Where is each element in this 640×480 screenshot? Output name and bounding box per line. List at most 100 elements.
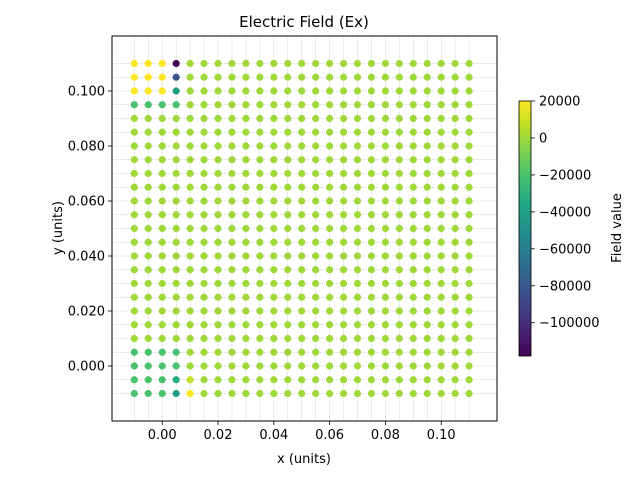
data-point — [256, 142, 264, 150]
data-point — [144, 279, 152, 288]
data-point — [451, 376, 459, 384]
data-point — [339, 389, 348, 398]
colorbar — [518, 100, 532, 357]
data-point — [186, 389, 194, 398]
data-point — [228, 114, 236, 123]
data-point — [214, 156, 222, 164]
data-point — [409, 376, 417, 384]
data-point — [437, 279, 445, 288]
data-point — [312, 114, 320, 123]
data-point — [298, 376, 306, 384]
data-point — [465, 197, 473, 205]
data-point — [326, 59, 334, 68]
data-point — [270, 197, 278, 205]
data-point — [158, 73, 166, 81]
data-point — [437, 101, 445, 109]
data-point — [437, 114, 445, 123]
data-point — [284, 59, 292, 68]
data-point — [172, 334, 180, 343]
data-point — [395, 211, 403, 219]
data-point — [423, 362, 431, 370]
data-point — [214, 293, 222, 301]
data-point — [284, 142, 292, 150]
data-point — [200, 389, 208, 398]
data-point — [284, 307, 292, 315]
data-point — [130, 128, 138, 136]
data-point — [200, 224, 208, 233]
data-point — [353, 101, 362, 109]
colorbar-tick-label: −100000 — [539, 316, 600, 331]
data-point — [423, 334, 431, 343]
data-point — [381, 389, 390, 398]
data-point — [312, 224, 320, 233]
data-point — [381, 293, 390, 301]
data-point — [256, 114, 264, 123]
data-point — [172, 101, 180, 109]
data-point — [270, 169, 278, 178]
data-point — [339, 142, 348, 150]
data-point — [242, 73, 250, 81]
x-tick-label: 0.02 — [204, 428, 233, 443]
data-point — [312, 183, 320, 191]
data-point — [256, 279, 264, 288]
data-point — [228, 197, 236, 205]
data-point — [200, 142, 208, 150]
data-point — [256, 197, 264, 205]
data-point — [395, 224, 403, 233]
data-point — [381, 183, 390, 191]
data-point — [130, 279, 138, 288]
data-point — [437, 348, 445, 356]
data-point — [451, 197, 459, 205]
data-point — [144, 128, 152, 136]
data-point — [409, 101, 417, 109]
data-point — [451, 142, 459, 150]
data-point — [158, 252, 166, 260]
data-point — [200, 156, 208, 164]
data-point — [158, 183, 166, 191]
data-point — [326, 389, 334, 398]
data-point — [451, 321, 459, 329]
data-point — [228, 348, 236, 356]
data-point — [326, 321, 334, 329]
data-point — [228, 183, 236, 191]
data-point — [312, 376, 320, 384]
data-point — [242, 389, 250, 398]
data-point — [353, 348, 362, 356]
data-point — [395, 334, 403, 343]
data-point — [270, 389, 278, 398]
data-point — [423, 348, 431, 356]
data-point — [186, 321, 194, 329]
data-point — [367, 183, 376, 191]
data-point — [298, 197, 306, 205]
data-point — [228, 101, 236, 109]
data-points — [130, 59, 473, 398]
data-point — [465, 334, 473, 343]
data-point — [284, 224, 292, 233]
data-point — [451, 238, 459, 246]
data-point — [228, 362, 236, 370]
data-point — [284, 169, 292, 178]
data-point — [130, 252, 138, 260]
data-point — [200, 183, 208, 191]
data-point — [270, 348, 278, 356]
data-point — [242, 238, 250, 246]
data-point — [381, 321, 390, 329]
data-point — [367, 266, 376, 274]
data-point — [186, 156, 194, 164]
data-point — [381, 211, 390, 219]
data-point — [451, 128, 459, 136]
data-point — [298, 321, 306, 329]
data-point — [367, 321, 376, 329]
data-point — [214, 238, 222, 246]
data-point — [339, 266, 348, 274]
data-point — [214, 59, 222, 68]
data-point — [130, 169, 138, 178]
data-point — [339, 183, 348, 191]
data-point — [200, 128, 208, 136]
data-point — [228, 87, 236, 95]
data-point — [158, 128, 166, 136]
data-point — [158, 114, 166, 123]
data-point — [172, 211, 180, 219]
data-point — [367, 211, 376, 219]
data-point — [242, 211, 250, 219]
